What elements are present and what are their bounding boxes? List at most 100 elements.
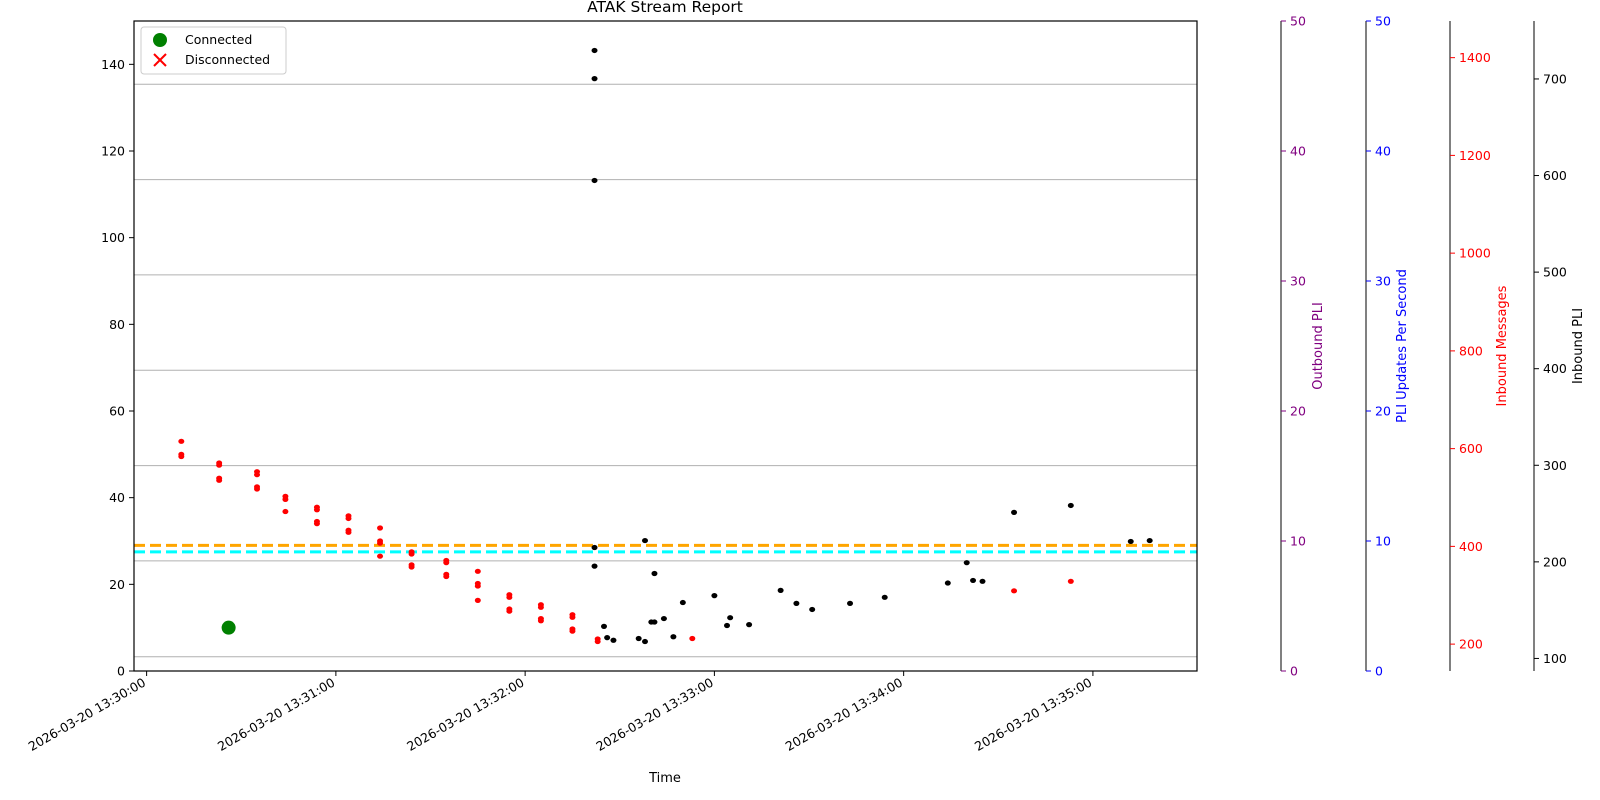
y-tick-label: 80: [109, 317, 125, 332]
y-tick-label: 120: [101, 144, 125, 159]
y-tick-label: 40: [109, 490, 125, 505]
right-axis-tick-label: 800: [1459, 343, 1483, 358]
inbound-message-point: [377, 553, 384, 559]
inbound-pli-point: [670, 634, 677, 640]
inbound-message-point: [282, 496, 289, 502]
legend-disconnected-label: Disconnected: [185, 52, 270, 67]
right-axis-tick-label: 1400: [1459, 50, 1491, 65]
right-axis-tick-label: 1200: [1459, 148, 1491, 163]
inbound-pli-point: [970, 577, 977, 584]
right-axis-tick-label: 0: [1290, 664, 1298, 679]
right-axis-tick-label: 40: [1290, 144, 1306, 159]
right-axis-tick-label: 500: [1543, 265, 1567, 280]
right-axis-title: Inbound Messages: [1495, 285, 1510, 406]
inbound-message-point: [377, 525, 384, 531]
right-axis-tick-label: 200: [1543, 554, 1567, 569]
inbound-message-point: [178, 453, 185, 460]
inbound-message-point: [178, 438, 185, 444]
inbound-pli-point: [651, 570, 658, 577]
inbound-message-point: [537, 604, 544, 610]
right-axis-tick-label: 20: [1290, 404, 1306, 419]
inbound-pli-point: [1146, 537, 1153, 544]
data-points: [178, 47, 1153, 645]
inbound-pli-point: [979, 578, 986, 584]
inbound-pli-point: [809, 606, 816, 613]
inbound-message-point: [443, 560, 450, 566]
inbound-pli-point: [727, 615, 734, 621]
legend-box: [140, 26, 287, 75]
y-tick-label: 100: [101, 230, 125, 245]
inbound-pli-point: [635, 635, 642, 642]
right-axis-tick-label: 1000: [1459, 246, 1491, 261]
y-tick-label: 140: [101, 57, 125, 72]
inbound-pli-point: [610, 637, 617, 643]
inbound-message-point: [408, 551, 415, 557]
right-axis-tick-label: 0: [1375, 664, 1383, 679]
inbound-pli-point: [600, 623, 607, 629]
right-axis-tick-label: 10: [1290, 534, 1306, 549]
inbound-message-point: [443, 573, 450, 580]
inbound-pli-point: [777, 587, 784, 594]
grid-lines: [134, 83, 1197, 658]
legend: Connected Disconnected: [140, 26, 287, 75]
right-axis-tick-label: 400: [1459, 539, 1483, 554]
inbound-pli-point: [1067, 502, 1074, 509]
right-axis-tick-label: 40: [1375, 144, 1391, 159]
inbound-message-point: [216, 462, 223, 468]
inbound-pli-point: [660, 615, 667, 622]
inbound-message-point: [569, 628, 576, 634]
right-axis-tick-label: 100: [1543, 651, 1567, 666]
inbound-message-point: [254, 486, 261, 492]
legend-disconnected-marker: [153, 53, 167, 67]
connected-marker: [221, 620, 236, 635]
inbound-pli-point: [591, 563, 598, 569]
right-axis-tick-label: 10: [1375, 534, 1391, 549]
inbound-pli-point: [793, 600, 800, 607]
right-axis-tick-label: 50: [1290, 14, 1306, 29]
inbound-pli-point: [881, 594, 888, 600]
right-axis-tick-label: 30: [1375, 274, 1391, 289]
chart-title: ATAK Stream Report: [587, 0, 743, 16]
inbound-message-point: [282, 508, 289, 515]
right-axis-title: Outbound PLI: [1311, 302, 1326, 390]
inbound-pli-point: [711, 593, 718, 599]
inbound-pli-point: [591, 544, 598, 551]
x-axis-title: Time: [648, 771, 681, 786]
inbound-message-point: [254, 472, 261, 478]
inbound-message-point: [1067, 578, 1074, 584]
legend-connected-marker: [153, 33, 167, 47]
inbound-pli-point: [724, 622, 731, 629]
y-tick-label: 0: [117, 664, 125, 679]
inbound-pli-point: [944, 580, 951, 586]
right-axis-tick-label: 600: [1459, 441, 1483, 456]
legend-connected-label: Connected: [185, 32, 252, 47]
inbound-message-point: [216, 477, 223, 483]
inbound-message-point: [506, 608, 513, 614]
right-axis-tick-label: 50: [1375, 14, 1391, 29]
inbound-pli-point: [746, 622, 753, 628]
inbound-pli-point: [641, 537, 648, 544]
inbound-message-point: [345, 529, 352, 535]
inbound-pli-point: [591, 177, 598, 184]
inbound-pli-point: [591, 47, 598, 54]
right-axis-tick-label: 20: [1375, 404, 1391, 419]
right-axis-title: Inbound PLI: [1571, 308, 1586, 384]
inbound-message-point: [474, 583, 481, 589]
inbound-message-point: [1011, 588, 1018, 594]
reference-lines: [134, 543, 1197, 554]
inbound-pli-point: [963, 560, 970, 566]
inbound-message-point: [594, 638, 601, 645]
inbound-message-point: [408, 564, 415, 570]
inbound-message-point: [313, 521, 320, 527]
inbound-pli-point: [679, 599, 686, 606]
inbound-message-point: [537, 618, 544, 624]
right-axis-tick-label: 600: [1543, 168, 1567, 183]
inbound-pli-point: [1127, 538, 1134, 545]
right-axis-tick-label: 700: [1543, 71, 1567, 86]
inbound-pli-point: [1011, 509, 1018, 515]
inbound-pli-point: [591, 76, 598, 82]
inbound-pli-point: [651, 619, 658, 625]
y-tick-label: 20: [109, 577, 125, 592]
inbound-message-point: [474, 568, 481, 574]
